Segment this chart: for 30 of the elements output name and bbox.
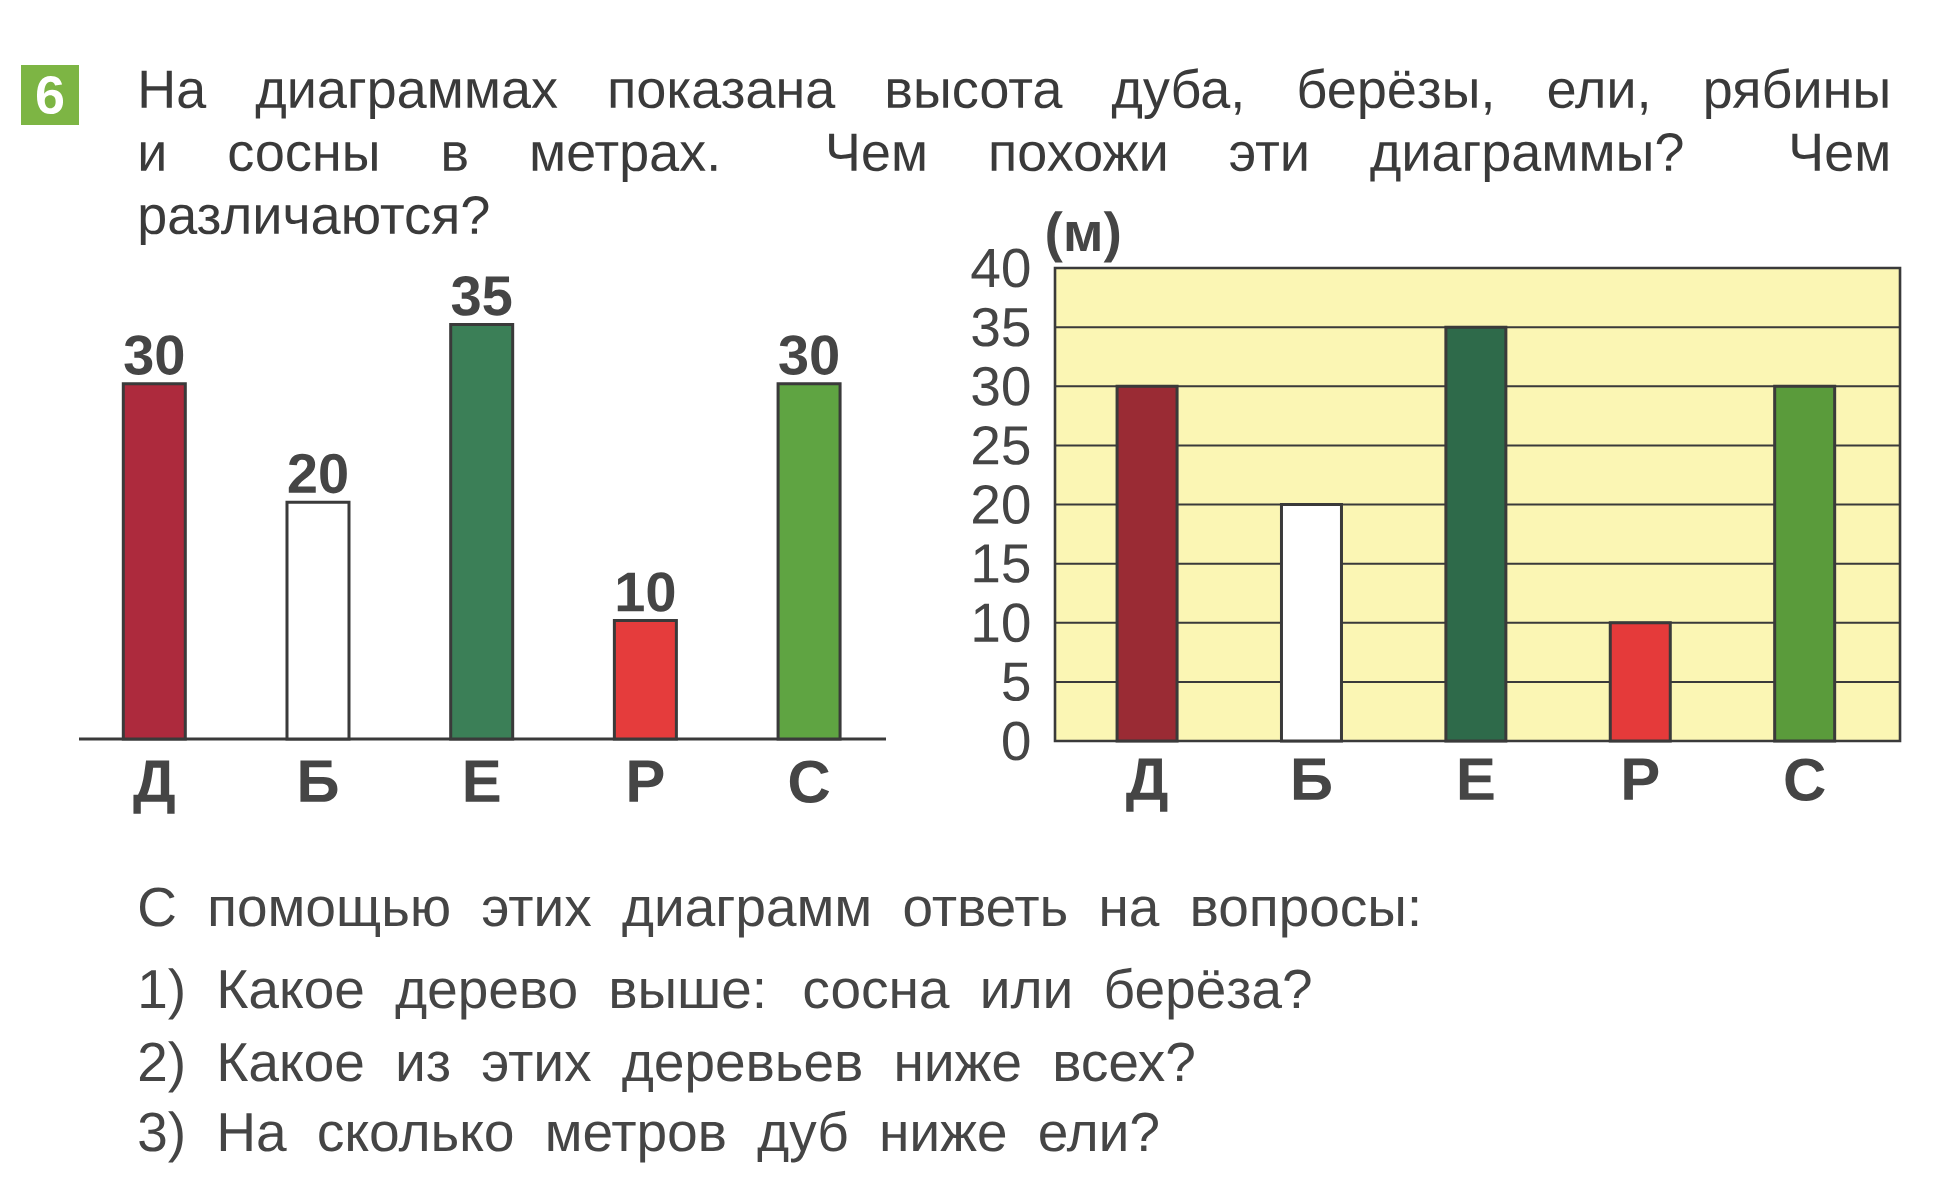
data-label: 35 [451, 276, 512, 316]
data-label: 20 [288, 453, 347, 494]
x-tick-label: Е [465, 760, 500, 802]
x-tick-label: Р [629, 760, 664, 802]
text: 6 [36, 75, 64, 115]
data-label: 10 [617, 572, 675, 612]
x-tick-label: Д [1126, 758, 1168, 812]
data-label: 30 [124, 335, 184, 375]
y-tick-label: 20 [973, 485, 1030, 524]
x-tick-label: Б [300, 760, 338, 802]
text: С помощью этих диаграмм ответь на вопросы: [139, 887, 1418, 938]
data-label: 30 [779, 335, 838, 375]
text: 3) На сколько метров дуб ниже ели? [139, 1110, 1158, 1163]
y-tick-label: 0 [1003, 721, 1030, 761]
y-tick-label: 35 [972, 307, 1030, 347]
y-tick-label: 15 [974, 544, 1030, 583]
y-tick-label: 25 [973, 425, 1030, 465]
y-tick-label: 40 [971, 248, 1030, 288]
x-tick-label: Р [1624, 758, 1659, 800]
x-tick-label: Е [1459, 758, 1494, 800]
y-tick-label: 5 [1003, 662, 1030, 702]
x-tick-label: С [1785, 758, 1825, 802]
x-tick-label: Б [1293, 758, 1331, 800]
y-tick-label: 30 [972, 366, 1030, 406]
y-tick-label: 10 [974, 603, 1030, 643]
x-tick-label: Д [133, 760, 175, 814]
y-axis-title: (м) [1047, 211, 1120, 263]
text: 2) Какое из этих деревьев ниже всех? [139, 1041, 1194, 1093]
x-tick-label: С [789, 760, 830, 804]
text: 1) Какое дерево выше: сосна или берёза? [141, 967, 1311, 1020]
